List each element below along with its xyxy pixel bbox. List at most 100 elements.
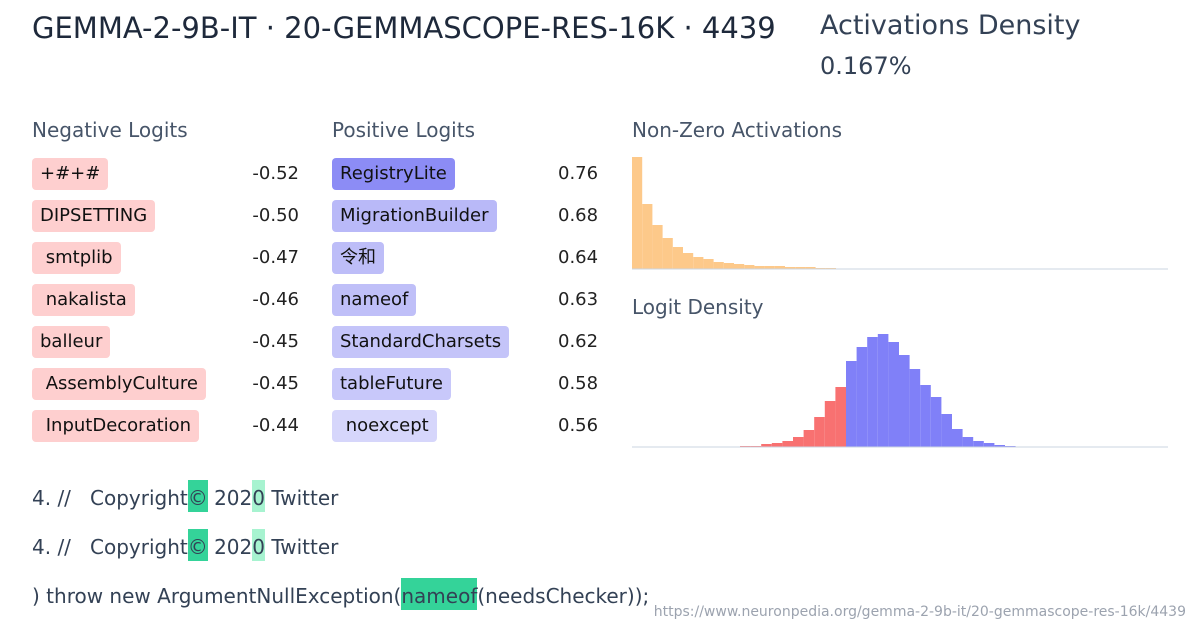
logit-value: 0.64 [558, 247, 599, 268]
logit-value: -0.44 [252, 415, 299, 436]
token: tableFuture [332, 368, 451, 400]
histogram-bar [952, 429, 963, 447]
histogram-bar [744, 265, 755, 269]
histogram-bar [930, 397, 942, 447]
histogram-bar [920, 385, 931, 447]
logit-value: -0.46 [252, 289, 299, 310]
section-title: Non-Zero Activations [632, 118, 843, 142]
example-token: (needsChecker)); [477, 584, 650, 608]
title: GEMMA-2-9B-IT · 20-GEMMASCOPE-RES-16K · … [32, 11, 776, 45]
histogram-bar [899, 355, 910, 447]
section-title: Positive Logits [332, 118, 475, 142]
token: StandardCharsets [332, 326, 510, 358]
histogram-bar [774, 266, 785, 269]
example-token: 202 [207, 486, 253, 510]
histogram-bar [888, 342, 899, 447]
example: ) throw new Argument NullException(nameof… [32, 578, 649, 610]
example-token: ) [32, 584, 40, 608]
token: nameof [332, 284, 417, 316]
histogram-bar [723, 263, 734, 269]
histogram-bar [994, 445, 1005, 447]
histogram-bar [795, 267, 806, 269]
url: https://www.neuronpedia.org/gemma-2-9b-i… [653, 604, 1186, 620]
histogram-bar [835, 387, 846, 447]
example-token: Argument [150, 584, 257, 608]
token: DIPSETTING [32, 200, 156, 232]
token: balleur [32, 326, 111, 358]
example-token: 0 [252, 529, 265, 561]
example-token: Twitter [264, 486, 339, 510]
histogram-bar [856, 347, 868, 447]
histogram-bar [962, 437, 974, 447]
histogram-bar [713, 262, 724, 269]
histogram-bar [703, 259, 714, 269]
histogram-bar [814, 417, 825, 447]
logit-value: -0.50 [252, 205, 299, 226]
example-token: Copyright [70, 535, 188, 559]
section-title: Logit Density [632, 295, 764, 319]
density-value: 0.167% [820, 52, 912, 80]
histogram-bar [803, 430, 815, 447]
token: RegistryLite [332, 158, 455, 190]
logit-value: 0.68 [558, 205, 599, 226]
example-token: © [187, 480, 208, 512]
histogram-bar [754, 266, 765, 269]
histogram-bar [764, 266, 775, 269]
histogram-bar [652, 225, 663, 269]
logit-value: 0.56 [558, 415, 599, 436]
histogram-bar [846, 361, 857, 447]
logit-value: -0.47 [252, 247, 299, 268]
example-token: Twitter [264, 535, 339, 559]
logit-value: 0.76 [558, 163, 599, 184]
histogram-bar [824, 401, 836, 447]
histogram-bar [642, 204, 653, 269]
example-token: new [103, 584, 151, 608]
histogram-bar [973, 441, 984, 447]
example-token: throw [39, 584, 104, 608]
histogram-bar [693, 257, 704, 269]
example-token: Copyright [70, 486, 188, 510]
logit-value: -0.45 [252, 331, 299, 352]
histogram-bar [983, 443, 995, 447]
logit-value: -0.52 [252, 163, 299, 184]
token: noexcept [332, 410, 437, 442]
histogram-bar [785, 267, 796, 269]
logit-value: 0.62 [558, 331, 599, 352]
token: InputDecoration [32, 410, 200, 442]
token: nakalista [32, 284, 135, 316]
histogram-bar [805, 267, 816, 269]
example-token: 0 [252, 480, 265, 512]
histogram-bar [771, 443, 783, 447]
token: +#+# [32, 158, 109, 190]
logit-value: 0.58 [558, 373, 599, 394]
section-title: Negative Logits [32, 118, 188, 142]
example-token: nameof [401, 578, 478, 610]
token: AssemblyCulture [32, 368, 207, 400]
histogram-bar [793, 437, 804, 447]
histogram-bar [734, 264, 745, 269]
token: MigrationBuilder [332, 200, 497, 232]
histogram-bar [941, 414, 952, 447]
histogram-bar [761, 444, 772, 447]
example-token: © [187, 529, 208, 561]
histogram-bar [683, 253, 694, 269]
histogram-bar [877, 334, 889, 447]
density-label: Activations Density [820, 10, 1081, 41]
histogram-bar [662, 238, 673, 269]
token: smtplib [32, 242, 121, 274]
histogram-bar [782, 441, 793, 447]
token: 令和 [332, 242, 384, 274]
example-token: NullException( [256, 584, 402, 608]
histogram-bar [672, 247, 683, 269]
logit-value: 0.63 [558, 289, 599, 310]
example: 4. // Copyright © 202 0 Twitter [32, 480, 338, 512]
example-token: 4. // [32, 486, 71, 510]
histogram-bar [632, 157, 643, 269]
histogram-bar [867, 337, 878, 447]
logit-value: -0.45 [252, 373, 299, 394]
example: 4. // Copyright © 202 0 Twitter [32, 529, 338, 561]
example-token: 4. // [32, 535, 71, 559]
histogram-bar [909, 369, 921, 447]
